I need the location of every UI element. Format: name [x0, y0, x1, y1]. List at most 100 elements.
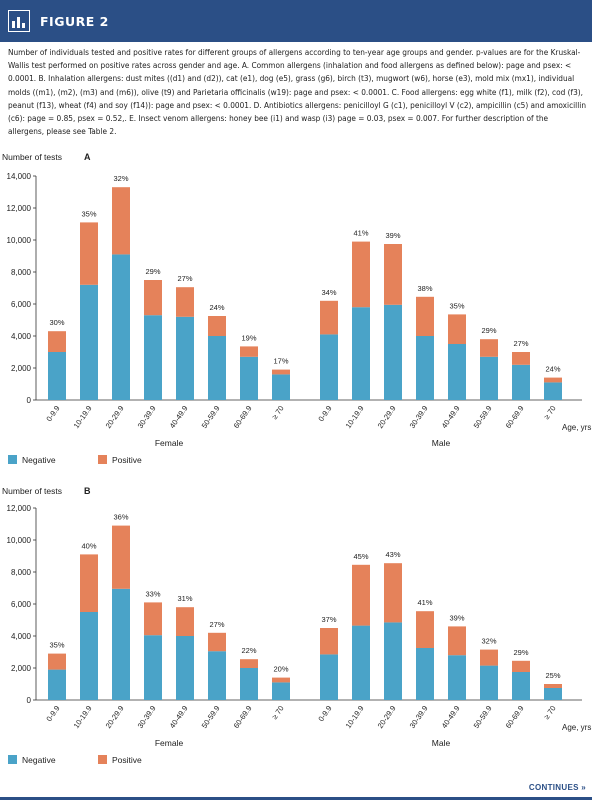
continues-link[interactable]: CONTINUES » [528, 783, 586, 792]
positive-rate-label: 32% [113, 174, 128, 183]
bar-negative [416, 336, 434, 400]
figure-caption: Number of individuals tested and positiv… [8, 47, 586, 137]
positive-rate-label: 40% [81, 541, 96, 550]
bar-negative [272, 374, 290, 400]
bar-negative [448, 655, 466, 700]
bar-positive [208, 316, 226, 336]
bar-negative [48, 669, 66, 700]
positive-rate-label: 32% [481, 637, 496, 646]
positive-rate-label: 24% [209, 303, 224, 312]
x-tick-label: 20-29.9 [104, 404, 126, 430]
y-tick-label: 0 [27, 696, 32, 705]
chart-svg-a: Number of tests A 0 2,000 4,000 6,000 8,000 10,… [2, 152, 591, 465]
bar-negative [384, 622, 402, 700]
y-axis-label: Number of tests [2, 152, 62, 162]
bar-negative [544, 688, 562, 700]
x-tick-label: 0-9.9 [316, 404, 333, 423]
y-tick-label: 2,000 [11, 364, 32, 373]
bar-negative [512, 364, 530, 400]
x-tick-label: 0-9.9 [316, 704, 333, 723]
panel-letter: A [84, 152, 91, 162]
bar-positive [512, 352, 530, 365]
bar-positive [240, 346, 258, 357]
bar-positive [48, 653, 66, 670]
bar-positive [112, 525, 130, 589]
positive-rate-label: 29% [145, 267, 160, 276]
bar-positive [144, 280, 162, 316]
x-tick-label: 50-59.9 [200, 404, 222, 430]
bar-negative [352, 307, 370, 400]
bar-positive [352, 241, 370, 308]
bar-positive [176, 287, 194, 317]
x-tick-label: 10-19.9 [72, 704, 94, 730]
x-tick-label: 10-19.9 [72, 404, 94, 430]
y-tick-label: 10,000 [7, 236, 32, 245]
positive-rate-label: 25% [545, 671, 560, 680]
bar-negative [144, 635, 162, 700]
bar-negative [176, 316, 194, 400]
bar-positive [240, 659, 258, 668]
y-tick-label: 10,000 [7, 536, 32, 545]
positive-rate-label: 27% [209, 620, 224, 629]
bar-positive [448, 314, 466, 344]
bar-positive [384, 563, 402, 623]
y-tick-label: 12,000 [7, 504, 32, 513]
bottom-rule [0, 797, 592, 800]
bar-negative [320, 334, 338, 400]
bar-negative [112, 254, 130, 400]
x-tick-label: 50-59.9 [200, 704, 222, 730]
legend-label-negative: Negative [22, 755, 56, 765]
figure-title: FIGURE 2 [40, 13, 109, 29]
y-tick-label: 12,000 [7, 204, 32, 213]
x-tick-label: 30-39.9 [408, 404, 430, 430]
y-tick-label: 6,000 [11, 600, 32, 609]
chart-svg-b: Number of tests B 0 2,000 4,000 6,000 8,000 10,… [2, 486, 591, 765]
bar-negative [80, 284, 98, 400]
bar-positive [384, 244, 402, 305]
positive-rate-label: 41% [353, 229, 368, 238]
bar-negative [416, 648, 434, 700]
bar-negative [384, 304, 402, 400]
y-tick-label: 8,000 [11, 268, 32, 277]
positive-rate-label: 45% [353, 552, 368, 561]
y-tick-label: 4,000 [11, 632, 32, 641]
positive-rate-label: 30% [49, 318, 64, 327]
positive-rate-label: 33% [145, 589, 160, 598]
y-tick-label: 6,000 [11, 300, 32, 309]
bar-positive [512, 660, 530, 672]
bar-negative [240, 356, 258, 400]
bar-negative [208, 651, 226, 700]
x-tick-label: 60-69.9 [232, 404, 254, 430]
positive-rate-label: 22% [241, 646, 256, 655]
x-tick-label: 60-69.9 [232, 704, 254, 730]
x-axis-label: Age, yrs [562, 423, 591, 432]
bar-positive [416, 296, 434, 336]
x-tick-label: ≥ 70 [542, 404, 558, 421]
y-axis-label: Number of tests [2, 486, 62, 496]
positive-rate-label: 29% [513, 648, 528, 657]
bar-positive [416, 611, 434, 648]
bar-negative [272, 682, 290, 700]
x-tick-label: 40-49.9 [440, 404, 462, 430]
legend-swatch-negative [8, 455, 17, 464]
x-tick-label: 20-29.9 [104, 704, 126, 730]
bar-negative [480, 356, 498, 400]
positive-rate-label: 35% [81, 209, 96, 218]
positive-rate-label: 35% [449, 301, 464, 310]
x-tick-label: 20-29.9 [376, 704, 398, 730]
positive-rate-label: 39% [449, 613, 464, 622]
bar-negative [320, 654, 338, 700]
positive-rate-label: 39% [385, 231, 400, 240]
y-tick-label: 4,000 [11, 332, 32, 341]
x-tick-label: 60-69.9 [504, 404, 526, 430]
x-tick-label: 0-9.9 [44, 704, 61, 723]
bar-positive [144, 602, 162, 636]
chart-panel-a: Number of tests A 0 2,000 4,000 6,000 8,000 10,… [0, 148, 592, 472]
positive-rate-label: 43% [385, 550, 400, 559]
x-tick-label: 10-19.9 [344, 704, 366, 730]
x-tick-label: 50-59.9 [472, 704, 494, 730]
x-tick-label: 20-29.9 [376, 404, 398, 430]
panel-letter: B [84, 486, 91, 496]
x-tick-label: 10-19.9 [344, 404, 366, 430]
positive-rate-label: 20% [273, 665, 288, 674]
